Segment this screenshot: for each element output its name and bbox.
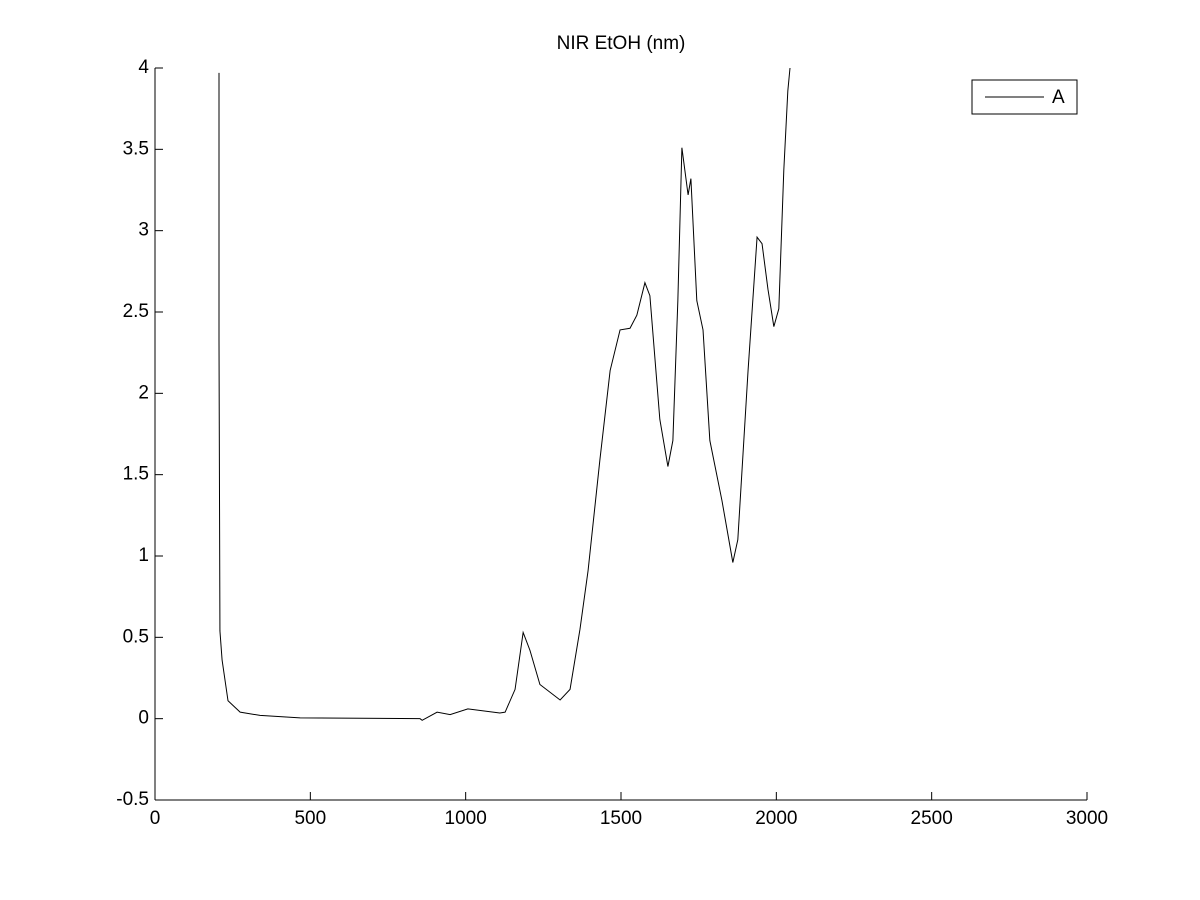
x-tick-label: 1500 bbox=[600, 808, 642, 829]
legend-label: A bbox=[1052, 87, 1065, 108]
y-tick-label: 4 bbox=[138, 57, 149, 78]
y-tick-label: -0.5 bbox=[116, 789, 149, 810]
x-tick-label: 500 bbox=[294, 808, 326, 829]
y-tick-label: 0 bbox=[138, 708, 149, 729]
y-tick-label: 2.5 bbox=[123, 301, 149, 322]
y-tick-label: 0.5 bbox=[123, 626, 149, 647]
y-tick-label: 3 bbox=[138, 220, 149, 241]
y-tick-label: 1 bbox=[138, 545, 149, 566]
data-line bbox=[218, 67, 791, 721]
y-tick-label: 3.5 bbox=[123, 138, 149, 159]
y-tick-label: 1.5 bbox=[123, 464, 149, 485]
y-tick-label: 2 bbox=[138, 382, 149, 403]
chart-title: NIR EtOH (nm) bbox=[557, 33, 686, 54]
x-tick-label: 0 bbox=[150, 808, 161, 829]
x-tick-label: 2000 bbox=[755, 808, 797, 829]
x-tick-label: 1000 bbox=[445, 808, 487, 829]
x-tick-label: 3000 bbox=[1066, 808, 1108, 829]
x-tick-label: 2500 bbox=[911, 808, 953, 829]
